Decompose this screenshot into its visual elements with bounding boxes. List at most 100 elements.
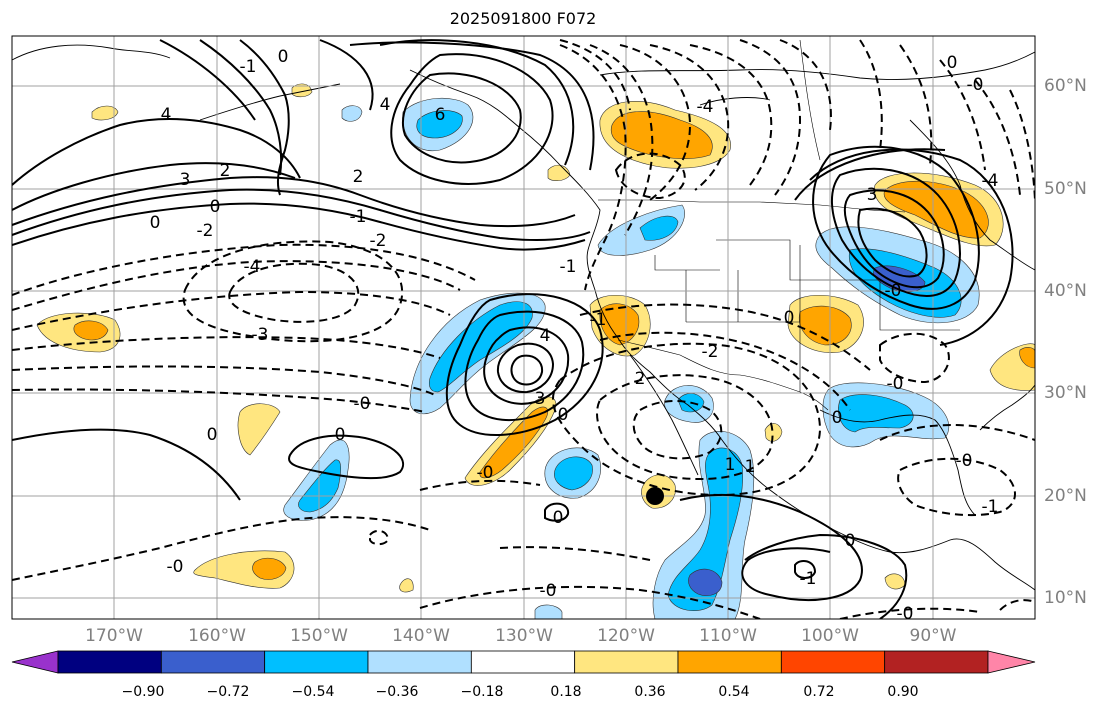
contour-label: -0 — [354, 394, 371, 414]
shade-negative — [838, 394, 914, 433]
colorbar-segment — [470, 650, 576, 674]
lat-label: 20°N — [1044, 486, 1087, 506]
contour-label: 0 — [558, 405, 569, 425]
colorbar-tick-label: −0.36 — [375, 684, 419, 700]
station-marker — [646, 487, 664, 505]
colorbar-segment — [57, 650, 162, 674]
shade-negative — [534, 604, 563, 619]
map-frame — [11, 35, 1036, 620]
contour-label: 0 — [207, 425, 218, 445]
contour-label: -1 — [590, 310, 607, 330]
lon-label: 140°W — [392, 626, 450, 646]
lon-label: 130°W — [495, 626, 553, 646]
contours-negative — [12, 39, 1035, 619]
contour-label: 0 — [278, 47, 289, 67]
contour-label: -1 — [800, 569, 817, 589]
contour-label: 4 — [161, 105, 172, 125]
colorbar-segment — [264, 650, 369, 674]
contour-label: -0 — [540, 581, 557, 601]
lat-label: 30°N — [1044, 383, 1087, 403]
colorbar-tick-label: −0.54 — [291, 684, 335, 700]
contour-label: -0 — [167, 557, 184, 577]
contour-label: -2 — [370, 231, 387, 251]
contour-label: 1 — [745, 457, 756, 477]
shade-positive — [1019, 347, 1035, 369]
contour-label-layer: -1 0 4 6 4 -4 3 2 0 -2 0 2 -1 -2 -4 -3 -… — [150, 47, 999, 624]
shade-negative — [667, 447, 743, 612]
contour-label: -4 — [244, 257, 261, 277]
lon-label: 170°W — [85, 626, 143, 646]
shade-negative — [416, 110, 463, 139]
contour-label: 0 — [832, 408, 843, 428]
contour-label: -0 — [897, 604, 914, 624]
shade-positive — [252, 557, 287, 580]
lat-label: 50°N — [1044, 179, 1087, 199]
contour-label: 1 — [725, 455, 736, 475]
lon-label: 90°W — [909, 626, 957, 646]
lon-label: 120°W — [597, 626, 655, 646]
contour-label: 2 — [353, 167, 364, 187]
shade-negative — [554, 456, 593, 491]
contour-label: 4 — [380, 95, 391, 115]
colorbar-segment — [574, 650, 679, 674]
shade-negative — [428, 301, 533, 393]
contour-label: -1 — [560, 257, 577, 277]
colorbar-extend-min — [11, 650, 59, 674]
shade-positive — [479, 406, 549, 479]
shade-positive — [399, 578, 414, 593]
colorbar-segment — [677, 650, 782, 674]
contours-positive — [12, 39, 1014, 619]
lat-label: 10°N — [1044, 588, 1087, 608]
contour-label: 0 — [553, 508, 564, 528]
contour-label: -1 — [350, 207, 367, 227]
colorbar-tick-label: 0.36 — [634, 684, 666, 700]
contour-label: 0 — [845, 531, 856, 551]
lat-label: 40°N — [1044, 281, 1087, 301]
colorbar-tick-label: 0.90 — [887, 684, 919, 700]
colorbar — [11, 650, 1036, 674]
colorbar-segment — [780, 650, 886, 674]
contour-label: -1 — [240, 57, 257, 77]
contour-label: 0 — [947, 53, 958, 73]
contour-label: -0 — [885, 281, 902, 301]
contour-label: 6 — [435, 105, 446, 125]
colorbar-segment — [160, 650, 266, 674]
contour-label: -0 — [956, 451, 973, 471]
contour-label: -2 — [197, 221, 214, 241]
shading-layer — [36, 83, 1035, 619]
contour-label: 2 — [635, 369, 646, 389]
contour-label: 3 — [867, 185, 878, 205]
coastlines — [12, 44, 1035, 591]
lon-label: 100°W — [801, 626, 859, 646]
map-area: -1 0 4 6 4 -4 3 2 0 -2 0 2 -1 -2 -4 -3 -… — [12, 36, 1035, 624]
contour-label: 0 — [335, 425, 346, 445]
lon-label: 110°W — [699, 626, 757, 646]
contour-label: -4 — [982, 171, 999, 191]
contour-label: 4 — [540, 326, 551, 346]
shade-positive — [237, 403, 281, 456]
contour-label: 0 — [784, 308, 795, 328]
shade-negative — [639, 215, 679, 241]
shade-positive — [73, 320, 109, 341]
chart-title: 2025091800 F072 — [449, 9, 597, 28]
contour-label: 0 — [150, 213, 161, 233]
shade-positive — [883, 180, 989, 239]
contour-label: -1 — [982, 497, 999, 517]
colorbar-tick-label: −0.18 — [460, 684, 504, 700]
lon-label: 160°W — [188, 626, 246, 646]
political-borders — [598, 39, 960, 411]
contour-label: -4 — [697, 97, 714, 117]
colorbar-tick-label: 0.54 — [718, 684, 750, 700]
colorbar-tick-label: 0.72 — [803, 684, 835, 700]
contour-label: -3 — [252, 325, 269, 345]
shade-positive — [798, 305, 852, 346]
lon-label: 150°W — [290, 626, 348, 646]
colorbar-tick-label: 0.18 — [550, 684, 582, 700]
contour-label: -0 — [887, 374, 904, 394]
contour-label: 3 — [180, 170, 191, 190]
contour-label: 3 — [535, 389, 546, 409]
contour-label: -0 — [967, 75, 984, 95]
colorbar-segment — [367, 650, 472, 674]
contour-label: 2 — [220, 161, 231, 181]
